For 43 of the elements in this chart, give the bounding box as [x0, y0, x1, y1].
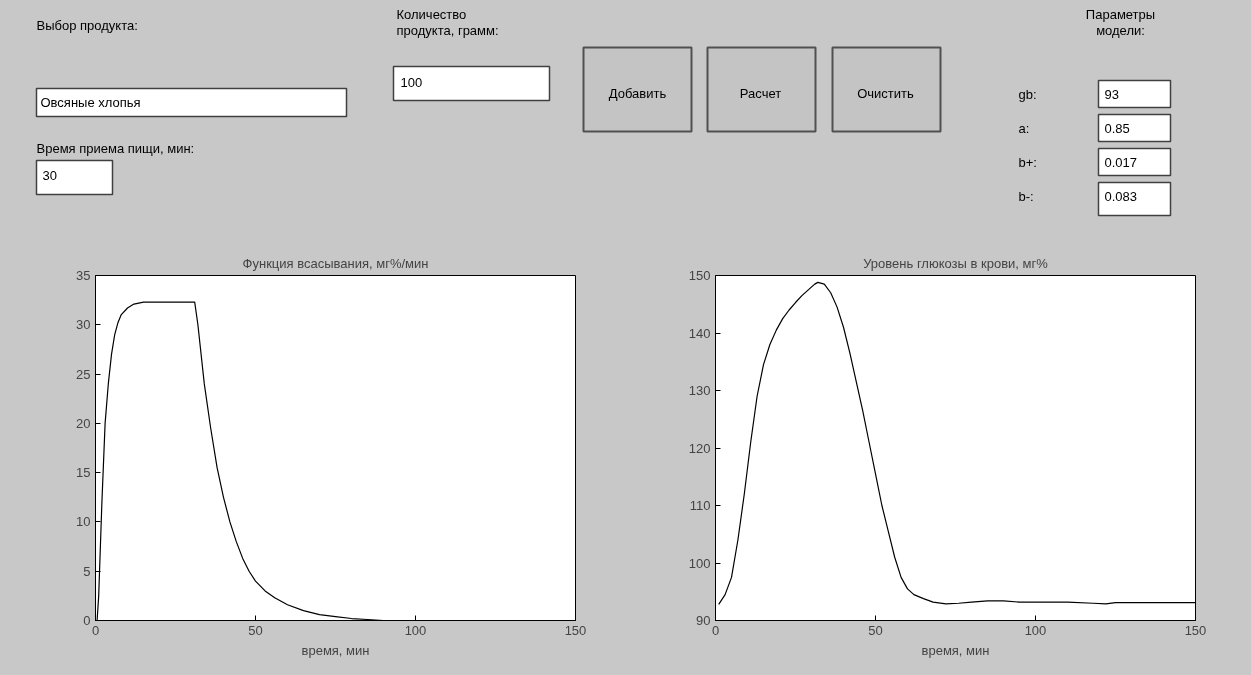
y-tick-label: 120: [688, 440, 711, 456]
text: Количество продукта, грамм:: [396, 6, 499, 39]
y-tick-label: 140: [688, 325, 711, 341]
y-tick-label: 20: [76, 415, 91, 431]
x-tick-label: 50: [868, 622, 883, 638]
text: Расчет: [739, 86, 782, 101]
text: Выбор продукта:: [36, 18, 138, 33]
y-tick-label: 15: [76, 465, 91, 481]
x-tick-label: 50: [248, 622, 263, 638]
y-tick-label: 25: [76, 366, 91, 382]
text: Добавить: [608, 86, 667, 101]
y-tick-label: 110: [689, 498, 711, 513]
chart-title: Функция всасывания, мг%/мин: [242, 255, 429, 271]
y-tick-label: 30: [76, 317, 91, 333]
x-tick-label: 150: [1184, 622, 1207, 638]
text: 0.083: [1104, 189, 1138, 204]
text: Очистить: [857, 86, 915, 101]
y-tick-label: 100: [688, 555, 711, 571]
text: b+:: [1018, 155, 1037, 170]
text: 30: [42, 168, 57, 183]
x-axis-title: время, мин: [301, 642, 370, 658]
text: Параметры модели:: [1085, 6, 1156, 39]
x-tick-label: 100: [404, 622, 427, 638]
x-tick-label: 150: [564, 622, 587, 638]
y-tick-label: 10: [76, 514, 91, 530]
y-tick-label: 90: [696, 613, 711, 628]
x-tick-label: 100: [1024, 622, 1047, 638]
y-tick-label: 150: [688, 268, 711, 283]
text: b-:: [1018, 189, 1034, 204]
text: 0.85: [1104, 121, 1130, 136]
text: 93: [1104, 87, 1119, 102]
y-tick-label: 130: [688, 383, 711, 398]
text: gb:: [1018, 87, 1037, 102]
text: Время приема пищи, мин:: [36, 141, 195, 156]
y-tick-label: 5: [83, 563, 91, 579]
text: 0.017: [1104, 155, 1138, 170]
text: a:: [1018, 121, 1030, 136]
y-tick-label: 35: [76, 268, 91, 283]
line-series: [718, 281, 1196, 605]
x-axis-title: время, мин: [921, 642, 990, 658]
text: 100: [400, 75, 423, 90]
text: Овсяные хлопья: [40, 95, 141, 110]
chart-title: Уровень глюкозы в крови, мг%: [863, 255, 1049, 271]
